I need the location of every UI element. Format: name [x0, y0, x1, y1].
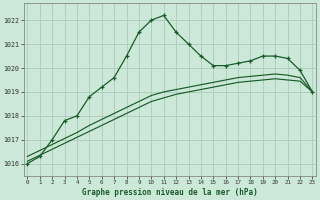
X-axis label: Graphe pression niveau de la mer (hPa): Graphe pression niveau de la mer (hPa)	[82, 188, 258, 197]
